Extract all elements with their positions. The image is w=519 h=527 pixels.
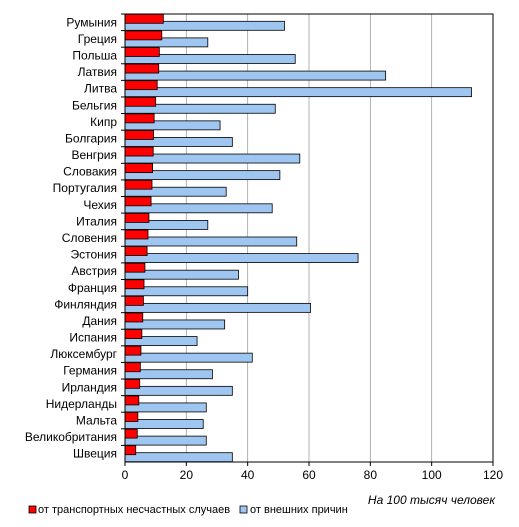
bar-transport-accidents	[124, 213, 150, 223]
bar-external-causes	[124, 236, 298, 247]
bar-transport-accidents	[124, 80, 158, 91]
bar-transport-accidents	[124, 179, 153, 190]
bar-transport-accidents	[124, 412, 139, 422]
bar-transport-accidents	[124, 246, 148, 256]
x-tick-label: 100	[422, 468, 442, 482]
category-label: Финляндия	[54, 297, 117, 311]
category-label: Эстония	[71, 248, 118, 262]
category-label: Италия	[76, 214, 117, 228]
category-label: Великобритания	[25, 430, 117, 444]
bar-transport-accidents	[124, 395, 140, 406]
x-tick-label: 0	[122, 468, 129, 482]
bar-transport-accidents	[124, 163, 154, 174]
category-label: Польша	[72, 48, 117, 62]
category-label: Германия	[63, 364, 117, 378]
x-tick-label: 120	[483, 468, 503, 482]
bar-transport-accidents	[124, 445, 137, 456]
category-label: Мальта	[76, 414, 117, 428]
category-label: Люксембург	[50, 347, 117, 361]
category-label: Австрия	[71, 264, 117, 278]
category-label: Ирландия	[62, 380, 117, 394]
bar-external-causes	[124, 452, 233, 463]
category-label: Греция	[78, 32, 117, 46]
x-tick-label: 20	[180, 468, 194, 482]
bar-transport-accidents	[124, 378, 141, 389]
category-label: Испания	[69, 331, 117, 345]
legend-swatch-transport	[28, 505, 37, 514]
bar-transport-accidents	[124, 312, 144, 323]
category-label: Нидерланды	[46, 397, 117, 411]
x-tick-labels: 0 20 40 60 80 100 120	[122, 468, 504, 482]
bar-transport-accidents	[124, 47, 160, 57]
bar-transport-accidents	[124, 229, 149, 240]
bar-transport-accidents	[124, 295, 144, 306]
bar-transport-accidents	[124, 96, 157, 107]
category-label: Словения	[62, 231, 117, 245]
bar-external-causes	[124, 70, 387, 81]
bar-external-causes	[124, 385, 233, 396]
bar-transport-accidents	[124, 362, 141, 373]
category-label: Кипр	[90, 115, 117, 129]
bar-transport-accidents	[124, 146, 154, 157]
x-tick-label: 60	[302, 468, 316, 482]
category-label: Румыния	[66, 15, 117, 29]
category-label: Латвия	[78, 65, 117, 79]
bar-transport-accidents	[124, 30, 163, 41]
bar-transport-accidents	[124, 428, 138, 439]
plot-frame	[124, 13, 494, 463]
category-label: Бельгия	[72, 98, 117, 112]
bar-external-causes	[124, 253, 359, 263]
x-tick-label: 40	[241, 468, 255, 482]
legend-label-external: от внешних причин	[250, 504, 348, 516]
bar-external-causes	[124, 352, 253, 363]
bar-transport-accidents	[124, 130, 154, 140]
x-axis-unit-label: На 100 тысяч человек	[368, 493, 496, 507]
bar-transport-accidents	[124, 113, 155, 124]
category-label: Словакия	[63, 165, 117, 179]
chart-bars	[124, 13, 472, 463]
category-label: Португалия	[53, 181, 117, 195]
bar-transport-accidents	[124, 196, 152, 207]
bar-transport-accidents	[124, 262, 146, 273]
category-label: Швеция	[73, 447, 117, 461]
legend-label-transport: от транспортных несчастных случаев	[38, 504, 230, 516]
category-label: Венгрия	[71, 148, 117, 162]
legend: от транспортных несчастных случаев от вн…	[28, 504, 348, 516]
bar-transport-accidents	[124, 345, 142, 356]
category-label: Дания	[82, 314, 117, 328]
bar-transport-accidents	[124, 63, 160, 74]
bar-transport-accidents	[124, 13, 164, 24]
x-tick-label: 80	[364, 468, 378, 482]
legend-swatch-external	[239, 505, 248, 514]
category-label: Литва	[84, 82, 117, 96]
category-label: Болгария	[65, 131, 117, 145]
bar-external-causes	[124, 302, 311, 313]
category-label: Чехия	[83, 198, 117, 212]
bar-external-causes	[124, 87, 472, 98]
category-label: Франция	[68, 281, 117, 295]
category-labels: Румыния Греция Польша Латвия Литва Бельгия Кип…	[25, 15, 118, 460]
bar-transport-accidents	[124, 279, 145, 290]
bar-transport-accidents	[124, 329, 143, 339]
